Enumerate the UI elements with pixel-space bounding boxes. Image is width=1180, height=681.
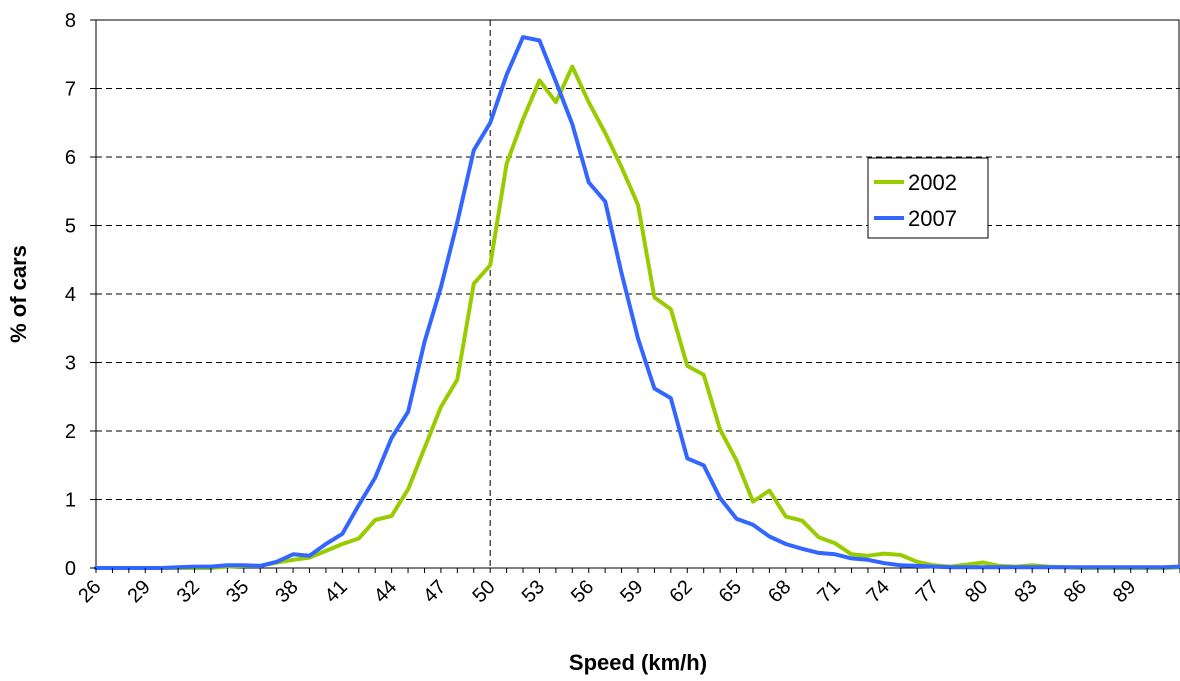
x-tick-label: 59 [616, 576, 647, 607]
x-tick-label: 50 [468, 576, 499, 607]
x-tick-label: 32 [173, 576, 204, 607]
x-tick-label: 74 [863, 576, 894, 607]
y-tick-label: 1 [65, 490, 76, 512]
y-tick-label: 2 [65, 421, 76, 443]
x-axis-title: Speed (km/h) [569, 650, 707, 675]
x-tick-label: 44 [370, 576, 401, 607]
x-tick-label: 29 [124, 576, 155, 607]
y-tick-label: 3 [65, 353, 76, 375]
legend-label-2002: 2002 [908, 170, 957, 195]
x-tick-label: 35 [222, 576, 253, 607]
legend-box [867, 157, 989, 239]
series-line-2002 [94, 64, 1180, 570]
y-tick-label: 0 [65, 558, 76, 580]
x-tick-label: 86 [1060, 576, 1091, 607]
y-axis-title: % of cars [6, 245, 31, 343]
x-tick-label: 68 [764, 576, 795, 607]
x-tick-label: 71 [813, 576, 844, 607]
y-tick-label: 7 [65, 79, 76, 101]
x-tick-label: 62 [666, 576, 697, 607]
y-tick-label: 8 [65, 10, 76, 32]
y-tick-label: 6 [65, 147, 76, 169]
x-tick-label: 77 [912, 576, 943, 607]
x-tick-label: 83 [1010, 576, 1041, 607]
grid-lines [96, 88, 1180, 500]
x-axis-ticks: 26 29 32 35 38 41 44 47 50 53 56 59 62 65 68 71 74 77 80 83… [74, 568, 1180, 607]
series-lines [94, 35, 1180, 570]
y-axis-ticks: 0 1 2 3 4 5 6 7 8 [65, 10, 96, 580]
series-line-2007 [94, 35, 1180, 570]
x-tick-label: 41 [321, 576, 352, 607]
x-tick-label: 47 [419, 576, 450, 607]
x-tick-label: 56 [567, 576, 598, 607]
x-tick-label: 80 [961, 576, 992, 607]
x-tick-label: 38 [271, 576, 302, 607]
x-tick-label: 89 [1109, 576, 1140, 607]
y-tick-label: 4 [65, 284, 76, 306]
legend: 2002 2007 [867, 157, 989, 239]
y-tick-label: 5 [65, 216, 76, 238]
legend-label-2007: 2007 [908, 206, 957, 231]
x-tick-label: 65 [715, 576, 746, 607]
x-tick-label: 26 [74, 576, 105, 607]
x-tick-label: 53 [518, 576, 549, 607]
